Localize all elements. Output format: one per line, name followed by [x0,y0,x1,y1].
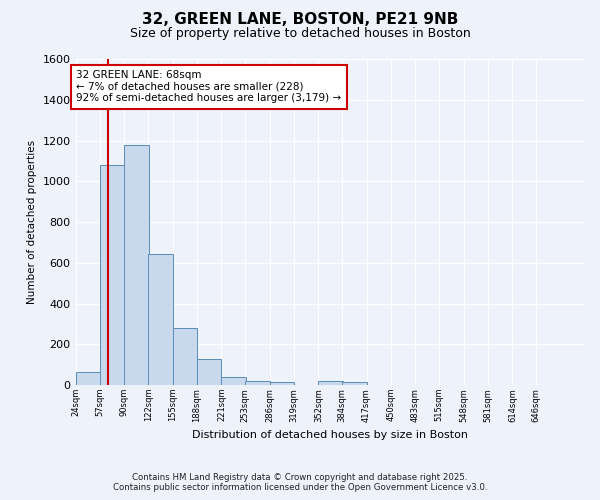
Y-axis label: Number of detached properties: Number of detached properties [27,140,37,304]
Bar [100,165,124,385]
Bar [124,144,149,385]
Bar [319,382,343,385]
Bar [221,378,246,385]
Bar [269,382,294,385]
Text: 32 GREEN LANE: 68sqm
← 7% of detached houses are smaller (228)
92% of semi-detac: 32 GREEN LANE: 68sqm ← 7% of detached ho… [76,70,341,103]
Bar [197,358,221,385]
Bar [342,382,367,385]
X-axis label: Distribution of detached houses by size in Boston: Distribution of detached houses by size … [192,430,468,440]
Bar [148,254,173,385]
Bar [173,328,197,385]
Bar [76,372,100,385]
Text: Contains HM Land Registry data © Crown copyright and database right 2025.
Contai: Contains HM Land Registry data © Crown c… [113,473,487,492]
Text: 32, GREEN LANE, BOSTON, PE21 9NB: 32, GREEN LANE, BOSTON, PE21 9NB [142,12,458,28]
Bar [245,381,269,385]
Text: Size of property relative to detached houses in Boston: Size of property relative to detached ho… [130,28,470,40]
